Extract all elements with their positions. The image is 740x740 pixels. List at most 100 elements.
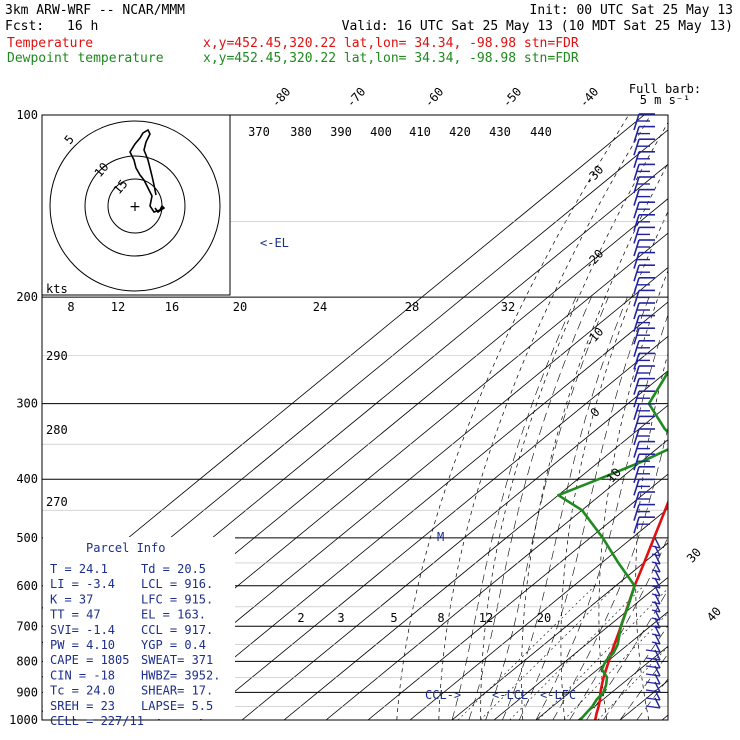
pressure-tick-label: 300 xyxy=(16,397,38,411)
wind-barb xyxy=(633,428,655,446)
isotherm-line xyxy=(199,335,668,720)
ccl-marker: CCL-> xyxy=(425,688,461,702)
isotherm-line xyxy=(493,576,668,720)
wind-barb-low xyxy=(645,649,661,661)
mixing-ratio-label: 2 xyxy=(297,611,304,625)
theta-label: 410 xyxy=(409,125,431,139)
mixing-ratio-label: 5 xyxy=(390,611,397,625)
parcel-info-right: Td = 20.5 xyxy=(141,562,206,576)
hodograph-unit: kts xyxy=(46,282,68,296)
parcel-info-left: SVI= -1.4 xyxy=(50,623,115,637)
isotherm-line xyxy=(115,267,668,720)
wind-barb-low xyxy=(645,689,661,701)
wind-barb xyxy=(633,365,655,383)
pressure-tick-label: 400 xyxy=(16,472,38,486)
wind-barb xyxy=(633,440,655,458)
wind-barb xyxy=(633,264,655,282)
wind-barb xyxy=(633,402,655,421)
dry-adiabat xyxy=(671,115,740,720)
temperature-tick-label: -30 xyxy=(582,163,607,188)
temperature-location: x,y=452.45,320.22 lat,lon= 34.34, -98.98… xyxy=(203,36,579,51)
dry-adiabat xyxy=(706,115,740,720)
parcel-info-left: CIN = -18 xyxy=(50,668,115,682)
mixing-ratio-label: 8 xyxy=(437,611,444,625)
wind-barb xyxy=(633,302,655,320)
mixing-ratio-line xyxy=(597,646,668,720)
hodograph-speed-label: 28 xyxy=(405,300,419,314)
pressure-tick-label: 800 xyxy=(16,654,38,668)
wind-barb xyxy=(633,188,655,206)
mixing-ratio-line xyxy=(479,585,617,720)
parcel-info-left: SREH = 23 xyxy=(50,699,115,713)
hodograph-speed-label: 32 xyxy=(501,300,515,314)
parcel-info-left: Tc = 24.0 xyxy=(50,684,115,698)
temperature-tick-label: -60 xyxy=(422,85,447,110)
isotherm-line xyxy=(661,714,668,720)
parcel-info-left: PW = 4.10 xyxy=(50,638,115,652)
wind-barb xyxy=(633,453,655,471)
dewpoint-profile xyxy=(556,369,668,720)
parcel-info-right: LFC = 915. xyxy=(141,592,213,606)
isotherm-line xyxy=(157,301,668,720)
hodograph-center-mark: + xyxy=(129,199,141,215)
temperature-tick-label: 10 xyxy=(604,465,624,485)
parcel-info-box: Parcel Info T = 24.1 Td = 20.5 LI = -3.4 LC… xyxy=(43,537,235,728)
moist-adiabat xyxy=(602,624,668,720)
mixing-ratio-label: 3 xyxy=(337,611,344,625)
pressure-tick-label: 1000 xyxy=(9,713,38,727)
isotherm-line xyxy=(704,115,740,720)
temperature-tick-label: -40 xyxy=(577,85,602,110)
plot-frame xyxy=(41,114,669,721)
parcel-info-left: T = 24.1 xyxy=(50,562,108,576)
moist-adiabat xyxy=(636,678,668,720)
theta-label: 400 xyxy=(370,125,392,139)
barb-legend-value: 5 m s⁻¹ xyxy=(640,93,691,107)
moist-adiabat xyxy=(451,296,577,720)
dewpoint-location: x,y=452.45,320.22 lat,lon= 34.34, -98.98… xyxy=(203,51,579,66)
theta-label: 420 xyxy=(449,125,471,139)
moist-adiabat xyxy=(569,536,668,720)
wind-barb xyxy=(633,415,655,433)
wind-barb xyxy=(633,201,655,219)
parcel-info-left: TT = 47 xyxy=(50,608,101,622)
wind-barb xyxy=(633,289,655,307)
hodograph-ring-15 xyxy=(49,120,221,292)
el-marker: <-EL xyxy=(260,236,289,250)
forecast-label: Fcst: xyxy=(5,19,44,34)
wind-barb xyxy=(633,390,655,408)
temperature-tick-label: -20 xyxy=(582,247,607,272)
temperature-tick-label: 30 xyxy=(684,545,704,565)
theta-label: 380 xyxy=(290,125,312,139)
forecast-hour: 16 h xyxy=(67,19,98,34)
wind-barb xyxy=(633,339,655,358)
wind-barb xyxy=(633,176,655,194)
temperature-tick-label: 40 xyxy=(704,604,724,624)
dewpoint-legend: Dewpoint temperature xyxy=(7,51,164,66)
parcel-info-right: YGP = 0.4 xyxy=(141,638,206,652)
hodograph-ring-10 xyxy=(84,155,186,257)
wind-barbs xyxy=(633,113,661,709)
pressure-tick-label: 900 xyxy=(16,685,38,699)
wind-barb xyxy=(633,491,655,509)
wind-barb-low xyxy=(645,657,661,669)
wind-barb xyxy=(633,352,655,370)
mixing-ratio-line xyxy=(537,588,668,720)
parcel-info-left: LI = -3.4 xyxy=(50,577,115,591)
parcel-m-marker: M xyxy=(437,530,444,544)
wind-barb xyxy=(633,113,655,131)
wind-barb xyxy=(633,377,655,395)
isotherm-line xyxy=(42,115,645,610)
hodograph-speed-label: 24 xyxy=(313,300,327,314)
wind-barb-low xyxy=(645,697,661,709)
wind-barb xyxy=(633,465,655,484)
temperature-tick-label: -50 xyxy=(500,85,525,110)
hodograph-inset: + 5 10 15 kts xyxy=(41,114,231,296)
wind-barb xyxy=(633,125,655,143)
theta-e-label: 280 xyxy=(46,423,68,437)
init-time: Init: 00 UTC Sat 25 May 13 xyxy=(530,3,734,18)
isotherm-line xyxy=(367,473,668,720)
barb-legend-title: Full barb: xyxy=(629,82,701,96)
lfc-marker: <-LFC xyxy=(540,688,576,702)
hodograph-speed-label: 16 xyxy=(165,300,179,314)
